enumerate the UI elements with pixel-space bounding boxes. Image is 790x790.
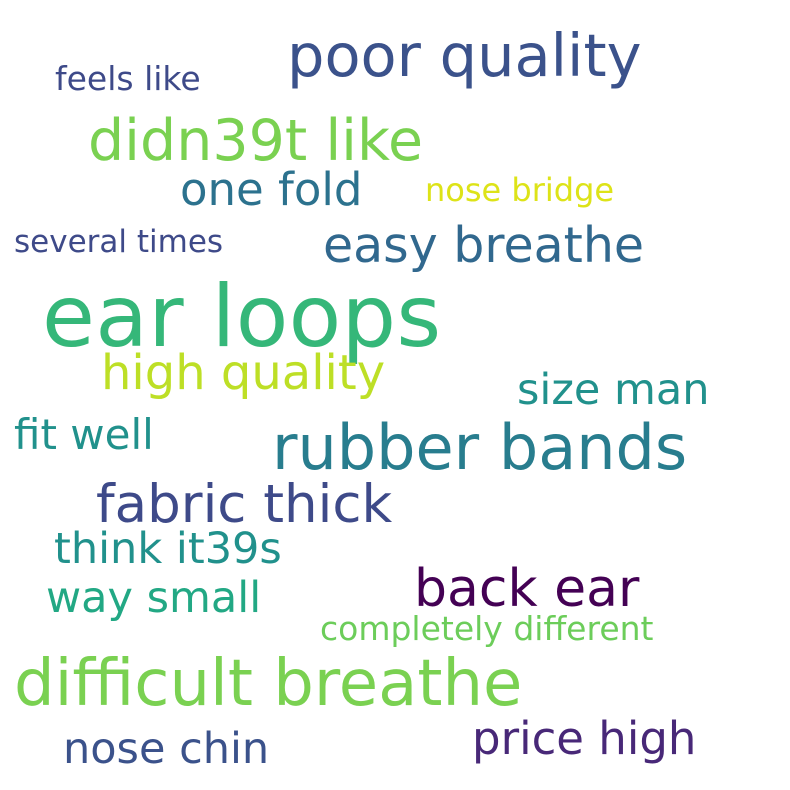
word-nose-chin: nose chin (63, 724, 270, 774)
word-size-man: size man (517, 365, 710, 415)
word-ear-loops: ear loops (42, 267, 442, 367)
word-rubber-bands: rubber bands (272, 411, 688, 484)
word-fit-well: fit well (14, 410, 154, 459)
word-feels-like: feels like (55, 59, 201, 98)
word-poor-quality: poor quality (287, 21, 642, 90)
word-several-times: several times (14, 224, 224, 260)
word-one-fold: one fold (180, 163, 363, 216)
word-difficult-breathe: difficult breathe (14, 647, 523, 721)
word-price-high: price high (472, 712, 697, 765)
word-easy-breathe: easy breathe (323, 217, 645, 274)
word-think-its: think it39s (54, 524, 282, 574)
word-nose-bridge: nose bridge (425, 171, 615, 209)
word-fabric-thick: fabric thick (96, 474, 393, 535)
word-back-ear: back ear (414, 559, 640, 619)
word-completely-different: completely different (320, 609, 654, 648)
word-high-quality: high quality (101, 345, 386, 401)
word-way-small: way small (46, 573, 262, 623)
word-didnt-like: didn39t like (88, 108, 424, 174)
